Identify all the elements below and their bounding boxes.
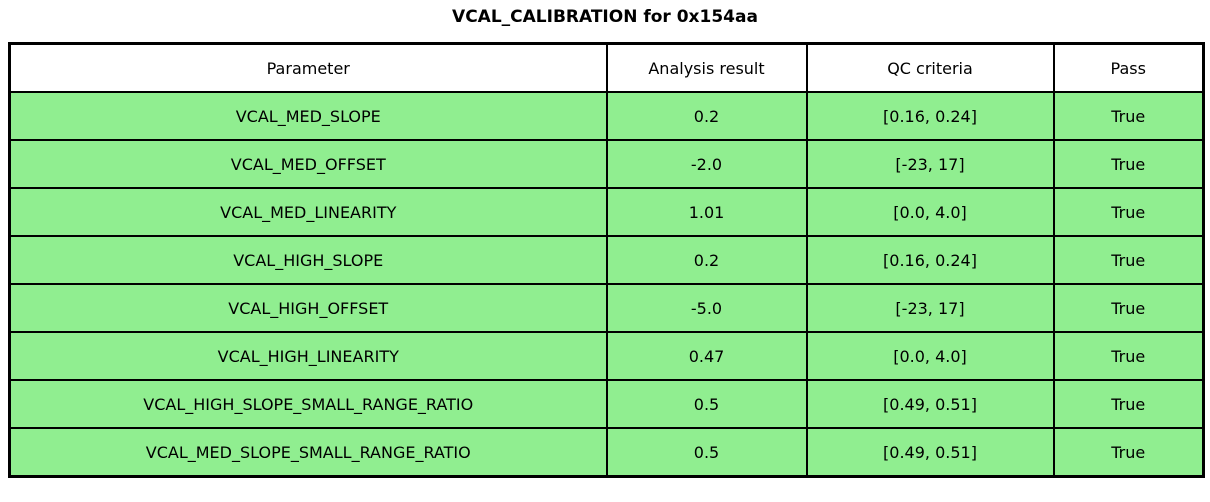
cell-parameter: VCAL_MED_SLOPE_SMALL_RANGE_RATIO [8,427,608,478]
cell-parameter: VCAL_HIGH_SLOPE_SMALL_RANGE_RATIO [8,379,608,429]
cell-qc-criteria: [0.16, 0.24] [805,235,1055,285]
col-header-qc-criteria: QC criteria [805,42,1055,93]
cell-analysis-result: 1.01 [605,187,808,237]
cell-analysis-result: 0.5 [605,379,808,429]
table-row: VCAL_MED_OFFSET -2.0 [-23, 17] True [8,139,1205,189]
qc-table: Parameter Analysis result QC criteria Pa… [8,42,1205,478]
cell-parameter: VCAL_HIGH_SLOPE [8,235,608,285]
cell-analysis-result: -2.0 [605,139,808,189]
cell-parameter: VCAL_MED_SLOPE [8,91,608,141]
table-row: VCAL_HIGH_SLOPE_SMALL_RANGE_RATIO 0.5 [0.4… [8,379,1205,429]
cell-qc-criteria: [0.49, 0.51] [805,379,1055,429]
cell-parameter: VCAL_MED_LINEARITY [8,187,608,237]
cell-analysis-result: 0.2 [605,91,808,141]
cell-pass: True [1052,379,1205,429]
cell-pass: True [1052,91,1205,141]
col-header-parameter: Parameter [8,42,608,93]
cell-analysis-result: -5.0 [605,283,808,333]
cell-qc-criteria: [-23, 17] [805,139,1055,189]
cell-parameter: VCAL_MED_OFFSET [8,139,608,189]
cell-pass: True [1052,139,1205,189]
qc-table-body: VCAL_MED_SLOPE 0.2 [0.16, 0.24] True VCAL_ME… [8,91,1205,478]
cell-qc-criteria: [0.16, 0.24] [805,91,1055,141]
col-header-pass: Pass [1052,42,1205,93]
table-row: VCAL_MED_LINEARITY 1.01 [0.0, 4.0] True [8,187,1205,237]
cell-pass: True [1052,331,1205,381]
cell-analysis-result: 0.5 [605,427,808,478]
cell-qc-criteria: [0.0, 4.0] [805,187,1055,237]
page-title: VCAL_CALIBRATION for 0x154aa [452,7,758,27]
cell-parameter: VCAL_HIGH_OFFSET [8,283,608,333]
cell-analysis-result: 0.47 [605,331,808,381]
col-header-analysis-result: Analysis result [605,42,808,93]
table-row: VCAL_HIGH_OFFSET -5.0 [-23, 17] True [8,283,1205,333]
cell-pass: True [1052,235,1205,285]
cell-qc-criteria: [-23, 17] [805,283,1055,333]
cell-pass: True [1052,283,1205,333]
cell-analysis-result: 0.2 [605,235,808,285]
table-row: VCAL_HIGH_LINEARITY 0.47 [0.0, 4.0] True [8,331,1205,381]
table-row: VCAL_HIGH_SLOPE 0.2 [0.16, 0.24] True [8,235,1205,285]
cell-qc-criteria: [0.49, 0.51] [805,427,1055,478]
cell-qc-criteria: [0.0, 4.0] [805,331,1055,381]
cell-pass: True [1052,187,1205,237]
cell-pass: True [1052,427,1205,478]
table-row: VCAL_MED_SLOPE 0.2 [0.16, 0.24] True [8,91,1205,141]
table-row: VCAL_MED_SLOPE_SMALL_RANGE_RATIO 0.5 [0.49… [8,427,1205,478]
cell-parameter: VCAL_HIGH_LINEARITY [8,331,608,381]
header-row: Parameter Analysis result QC criteria Pa… [8,42,1205,93]
